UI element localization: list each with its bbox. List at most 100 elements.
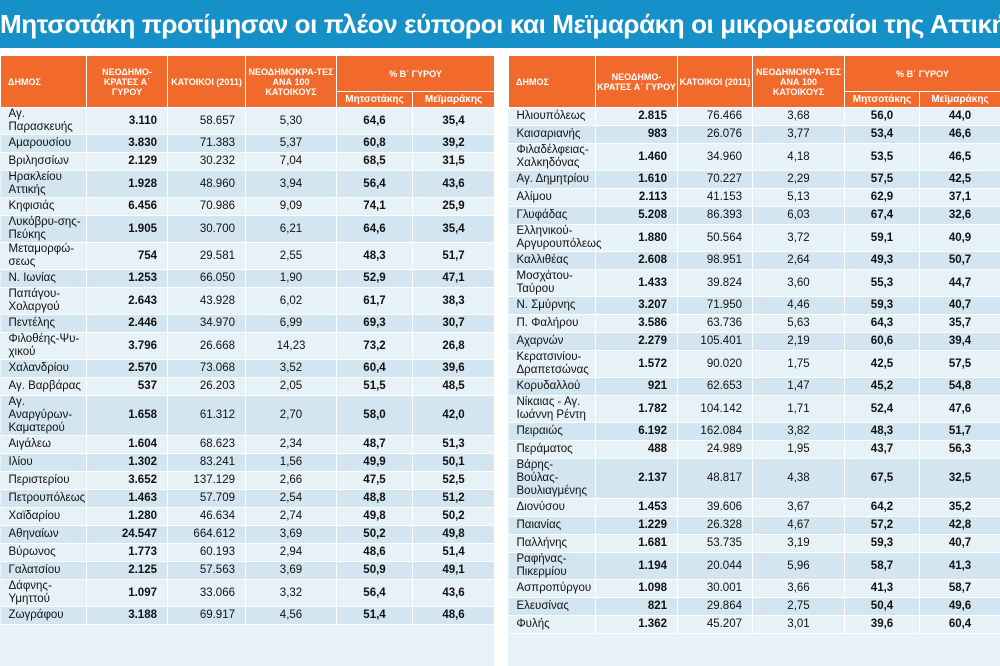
meimarakis-pct-cell: 49,6: [919, 597, 1000, 616]
meimarakis-pct-cell: 51,2: [412, 489, 494, 508]
table-row: Παλλήνης 1.681 53.735 3,19 59,3 40,7: [508, 534, 1000, 553]
mitsotakis-pct-cell: 56,0: [844, 107, 920, 126]
meimarakis-pct-cell: 42,0: [412, 395, 494, 436]
municipality-cell: Χαϊδαρίου: [0, 507, 87, 526]
population-cell: 76.466: [677, 107, 753, 126]
header-pct: % Β΄ ΓΥΡΟΥ: [335, 55, 494, 92]
members-cell: 1.362: [595, 615, 678, 634]
members-cell: 2.643: [86, 287, 168, 315]
mitsotakis-pct-cell: 64,3: [844, 314, 920, 333]
mitsotakis-pct-cell: 55,3: [844, 269, 920, 297]
header-members: ΝΕΟΔΗΜΟ-ΚΡΑΤΕΣ Α΄ ΓΥΡΟΥ: [595, 55, 678, 108]
per100-cell: 1,95: [752, 440, 845, 459]
municipality-cell: Χαλανδρίου: [0, 359, 87, 378]
per100-cell: 4,38: [752, 458, 845, 499]
column-divider: [494, 55, 508, 666]
meimarakis-pct-cell: 60,4: [919, 615, 1000, 634]
municipality-cell: Καισαριανής: [508, 125, 596, 144]
meimarakis-pct-cell: 46,5: [919, 143, 1000, 171]
members-cell: 1.433: [595, 269, 678, 297]
mitsotakis-pct-cell: 48,7: [336, 435, 413, 454]
per100-cell: 3,77: [752, 125, 845, 144]
per100-cell: 6,99: [245, 314, 337, 333]
per100-cell: 2,75: [752, 597, 845, 616]
municipality-cell: Παλλήνης: [508, 534, 596, 553]
mitsotakis-pct-cell: 61,7: [336, 287, 413, 315]
municipality-cell: Αχαρνών: [508, 332, 596, 351]
municipality-cell: Ζωγράφου: [0, 606, 87, 625]
municipality-cell: Ελευσίνας: [508, 597, 596, 616]
table-row: Αγ. Δημητρίου 1.610 70.227 2,29 57,5 42,5: [508, 170, 1000, 189]
municipality-cell: Κηφισιάς: [0, 197, 87, 216]
mitsotakis-pct-cell: 48,3: [844, 422, 920, 441]
meimarakis-pct-cell: 43,6: [412, 579, 494, 607]
municipality-cell: Αγ. Δημητρίου: [508, 170, 596, 189]
table-row: Ν. Σμύρνης 3.207 71.950 4,46 59,3 40,7: [508, 296, 1000, 315]
population-cell: 57.709: [167, 489, 246, 508]
municipality-cell: Ηλιουπόλεως: [508, 107, 596, 126]
results-table-right: ΔΗΜΟΣ ΝΕΟΔΗΜΟ-ΚΡΑΤΕΣ Α΄ ΓΥΡΟΥ ΚΑΤΟΙΚΟΙ (…: [508, 55, 1000, 634]
right-table-panel: ΔΗΜΟΣ ΝΕΟΔΗΜΟ-ΚΡΑΤΕΣ Α΄ ΓΥΡΟΥ ΚΑΤΟΙΚΟΙ (…: [508, 55, 1000, 666]
table-row: Πειραιώς 6.192 162.084 3,82 48,3 51,7: [508, 422, 1000, 441]
mitsotakis-pct-cell: 57,5: [844, 170, 920, 189]
members-cell: 921: [595, 377, 678, 396]
mitsotakis-pct-cell: 64,6: [336, 215, 413, 243]
mitsotakis-pct-cell: 69,3: [336, 314, 413, 333]
table-row: Αμαρουσίου 3.830 71.383 5,37 60,8 39,2: [0, 134, 494, 153]
per100-cell: 2,29: [752, 170, 845, 189]
per100-cell: 2,54: [245, 489, 337, 508]
members-cell: 1.253: [86, 269, 168, 288]
meimarakis-pct-cell: 46,6: [919, 125, 1000, 144]
mitsotakis-pct-cell: 73,2: [336, 332, 413, 360]
population-cell: 20.044: [677, 552, 753, 580]
table-row: Καλλιθέας 2.608 98.951 2,64 49,3 50,7: [508, 251, 1000, 270]
meimarakis-pct-cell: 58,7: [919, 579, 1000, 598]
meimarakis-pct-cell: 47,6: [919, 395, 1000, 423]
population-cell: 45.207: [677, 615, 753, 634]
population-cell: 48.960: [167, 170, 246, 198]
members-cell: 1.572: [595, 350, 678, 378]
mitsotakis-pct-cell: 59,3: [844, 296, 920, 315]
table-row: Ιλίου 1.302 83.241 1,56 49,9 50,1: [0, 453, 494, 472]
members-cell: 6.192: [595, 422, 678, 441]
meimarakis-pct-cell: 51,4: [412, 543, 494, 562]
meimarakis-pct-cell: 39,4: [919, 332, 1000, 351]
mitsotakis-pct-cell: 58,0: [336, 395, 413, 436]
meimarakis-pct-cell: 40,7: [919, 534, 1000, 553]
mitsotakis-pct-cell: 67,5: [844, 458, 920, 499]
per100-cell: 3,82: [752, 422, 845, 441]
table-row: Χαϊδαρίου 1.280 46.634 2,74 49,8 50,2: [0, 507, 494, 526]
members-cell: 2.113: [595, 188, 678, 207]
mitsotakis-pct-cell: 60,4: [336, 359, 413, 378]
members-cell: 3.586: [595, 314, 678, 333]
mitsotakis-pct-cell: 42,5: [844, 350, 920, 378]
members-cell: 2.125: [86, 561, 168, 580]
meimarakis-pct-cell: 44,7: [919, 269, 1000, 297]
mitsotakis-pct-cell: 67,4: [844, 206, 920, 225]
table-row: Αγ. Αναργύρων-Καματερού 1.658 61.312 2,70 58…: [0, 395, 494, 436]
per100-cell: 3,60: [752, 269, 845, 297]
table-row: Περιστερίου 3.652 137.129 2,66 47,5 52,5: [0, 471, 494, 490]
per100-cell: 5,63: [752, 314, 845, 333]
meimarakis-pct-cell: 52,5: [412, 471, 494, 490]
meimarakis-pct-cell: 35,4: [412, 215, 494, 243]
population-cell: 57.563: [167, 561, 246, 580]
population-cell: 34.970: [167, 314, 246, 333]
meimarakis-pct-cell: 32,5: [919, 458, 1000, 499]
population-cell: 162.084: [677, 422, 753, 441]
per100-cell: 9,09: [245, 197, 337, 216]
results-table-left: ΔΗΜΟΣ ΝΕΟΔΗΜΟ-ΚΡΑΤΕΣ Α΄ ΓΥΡΟΥ ΚΑΤΟΙΚΟΙ (…: [0, 55, 494, 625]
meimarakis-pct-cell: 40,7: [919, 296, 1000, 315]
table-row: Φιλαδέλφειας-Χαλκηδόνας 1.460 34.960 4,18 53…: [508, 143, 1000, 171]
meimarakis-pct-cell: 38,3: [412, 287, 494, 315]
meimarakis-pct-cell: 57,5: [919, 350, 1000, 378]
table-row: Αλίμου 2.113 41.153 5,13 62,9 37,1: [508, 188, 1000, 207]
members-cell: 24.547: [86, 525, 168, 544]
population-cell: 26.203: [167, 377, 246, 396]
municipality-cell: Λυκόβρυ-σης-Πεύκης: [0, 215, 87, 243]
members-cell: 2.570: [86, 359, 168, 378]
meimarakis-pct-cell: 25,9: [412, 197, 494, 216]
meimarakis-pct-cell: 40,9: [919, 224, 1000, 252]
population-cell: 71.383: [167, 134, 246, 153]
population-cell: 70.227: [677, 170, 753, 189]
